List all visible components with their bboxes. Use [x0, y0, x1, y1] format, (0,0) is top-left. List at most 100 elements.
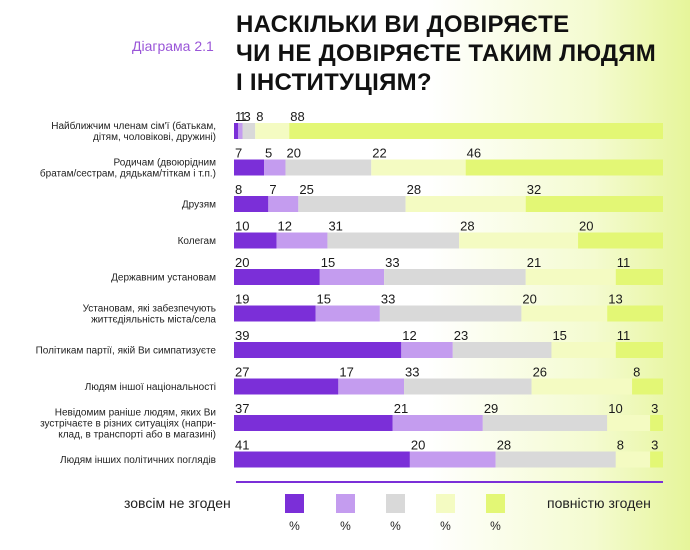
- category-label: Найближчим членам сім'ї (батькам,: [51, 120, 216, 132]
- bar-segment: [234, 159, 265, 176]
- legend-unit-5: %: [490, 519, 501, 533]
- value-label: 12: [402, 328, 416, 343]
- value-label: 1: [235, 109, 242, 124]
- bar-segment: [327, 232, 460, 249]
- value-label: 46: [467, 146, 481, 161]
- chart-title: НАСКІЛЬКИ ВИ ДОВІРЯЄТЕ ЧИ НЕ ДОВІРЯЄТЕ Т…: [236, 10, 656, 97]
- category-label: дітям, чоловікові, дружині): [93, 132, 216, 143]
- bar-segment: [268, 196, 299, 212]
- category-label: Людям інших політичних поглядів: [60, 455, 216, 466]
- value-label: 17: [339, 365, 353, 380]
- value-label: 3: [651, 438, 658, 453]
- bar-segment: [404, 378, 532, 395]
- bar-segment: [234, 378, 339, 395]
- bar-segment: [650, 415, 663, 431]
- bar-segment: [238, 123, 243, 139]
- legend-unit-1: %: [289, 519, 300, 533]
- value-label: 10: [608, 401, 622, 416]
- bar-segment: [452, 342, 552, 358]
- value-label: 8: [256, 109, 263, 124]
- category-label: клад, в транспорті або в магазині): [58, 429, 216, 441]
- value-label: 21: [394, 401, 408, 416]
- bar-segment: [255, 123, 290, 139]
- bar-segment: [234, 342, 402, 358]
- bar-segment: [409, 451, 496, 468]
- value-label: 33: [381, 292, 395, 307]
- bar-segment: [234, 196, 269, 212]
- bar-segment: [459, 232, 579, 249]
- bar-segment: [607, 305, 663, 322]
- bar-segment: [401, 342, 453, 358]
- value-label: 3: [651, 401, 658, 416]
- bar-segment: [607, 415, 651, 431]
- value-label: 15: [552, 328, 566, 343]
- category-label: Людям іншої національності: [85, 382, 216, 393]
- category-label: зустрічаєте в різних ситуаціях (напри-: [40, 419, 216, 430]
- category-label: Родичам (двоюрідним: [114, 158, 217, 169]
- legend-swatch-3: [386, 494, 405, 513]
- bar-segment: [234, 451, 410, 468]
- bar-segment: [578, 232, 663, 249]
- bar-segment: [234, 232, 277, 249]
- value-label: 11: [617, 255, 631, 270]
- legend-left-label: зовсім не згоден: [124, 495, 231, 511]
- value-label: 8: [633, 365, 640, 380]
- bar-segment: [338, 378, 405, 395]
- legend-right-label: повністю згоден: [547, 495, 651, 511]
- bar-segment: [264, 159, 286, 176]
- value-label: 26: [533, 365, 547, 380]
- bar-segment: [525, 269, 616, 285]
- value-label: 22: [372, 146, 386, 161]
- category-label: Політикам партії, якій Ви симпатизуєте: [36, 346, 217, 357]
- bar-segment: [234, 305, 316, 322]
- bar-segment: [379, 305, 522, 322]
- category-label: Невідомим раніше людям, яких Ви: [55, 408, 216, 419]
- value-label: 21: [527, 255, 541, 270]
- bar-segment: [495, 451, 616, 468]
- bar-segment: [289, 123, 663, 139]
- value-label: 10: [235, 219, 249, 234]
- value-label: 31: [328, 219, 342, 234]
- value-label: 25: [299, 182, 313, 197]
- chart-title-line-2: ЧИ НЕ ДОВІРЯЄТЕ ТАКИМ ЛЮДЯМ: [236, 40, 657, 67]
- value-label: 8: [617, 438, 624, 453]
- value-label: 41: [235, 438, 249, 453]
- bar-segment: [285, 159, 372, 176]
- category-label: Друзям: [182, 200, 216, 211]
- diagram-number: Діаграма 2.1: [132, 38, 214, 54]
- bar-segment: [531, 378, 633, 395]
- value-label: 28: [497, 438, 511, 453]
- value-label: 11: [617, 328, 631, 343]
- bar-segment: [298, 196, 406, 212]
- bar-segment: [234, 415, 393, 431]
- value-label: 5: [265, 146, 272, 161]
- legend-swatch-5: [486, 494, 505, 513]
- category-label: життєдіяльність міста/села: [91, 315, 216, 326]
- value-label: 12: [277, 219, 291, 234]
- value-label: 1: [239, 109, 246, 124]
- bar-segment: [615, 451, 651, 468]
- value-label: 13: [608, 292, 622, 307]
- bar-segment: [315, 305, 380, 322]
- value-label: 29: [484, 401, 498, 416]
- bar-segment: [234, 123, 239, 139]
- chart-title-line-1: НАСКІЛЬКИ ВИ ДОВІРЯЄТЕ: [236, 11, 570, 38]
- bar-segment: [615, 342, 663, 358]
- legend-divider: [236, 481, 663, 483]
- value-label: 20: [522, 292, 536, 307]
- value-label: 32: [527, 182, 541, 197]
- value-label: 15: [321, 255, 335, 270]
- bar-segment: [632, 378, 663, 395]
- legend-swatch-2: [336, 494, 355, 513]
- bar-segment: [405, 196, 526, 212]
- bar-segment: [525, 196, 663, 212]
- bar-segment: [482, 415, 608, 431]
- value-label: 15: [317, 292, 331, 307]
- value-label: 33: [405, 365, 419, 380]
- category-label: Установам, які забезпечують: [83, 303, 216, 315]
- value-label: 37: [235, 401, 249, 416]
- value-label: 27: [235, 365, 249, 380]
- value-label: 20: [235, 255, 249, 270]
- bar-segment: [465, 159, 663, 176]
- value-label: 7: [269, 182, 276, 197]
